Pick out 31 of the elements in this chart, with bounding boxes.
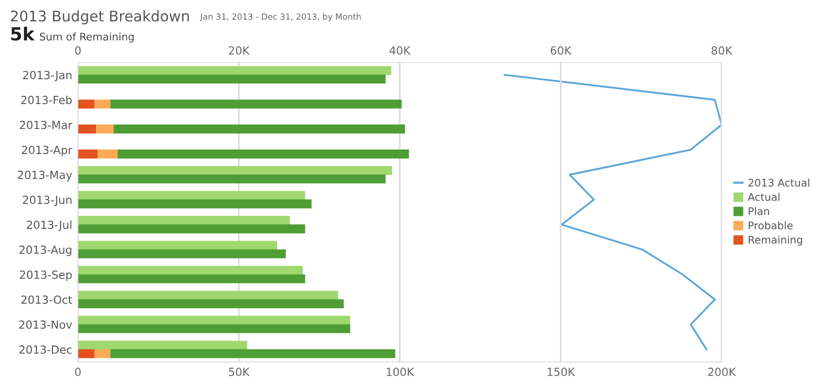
legend-label: Actual [748,192,780,201]
legend-label: Probable [748,221,793,230]
y-tick-label: 2013-Dec [19,345,72,354]
text: 5k [11,26,35,41]
legend-label: 2013 Actual [748,178,810,187]
y-tick-label: 2013-Jun [22,196,72,206]
x2-tick-label: 40K [390,46,411,55]
y-tick-label: 2013-Aug [19,246,72,256]
y-tick-label: 2013-Oct [21,295,72,304]
x2-tick-label: 0 [75,46,81,55]
legend-label: Plan [748,207,770,216]
y-tick-label: 2013-Jan [23,70,72,82]
chart-subtitle: Jan 31, 2013 - Dec 31, 2013, by Month [200,13,361,22]
x2-tick-label: 80K [712,46,733,55]
x-tick-label: 100K [386,368,414,376]
text: Sum of Remaining [40,32,134,43]
y-tick-label: 2013-Sep [20,270,72,282]
x-tick-label: 0 [75,368,81,376]
y-tick-label: 2013-Jul [26,220,72,232]
x2-tick-label: 20K [228,46,250,55]
y-tick-label: 2013-Feb [21,96,72,104]
chart-title: 2013 Budget Breakdown [10,10,189,24]
x2-tick-label: 60K [550,46,572,55]
legend-label: Remaining [748,236,802,246]
x-tick-label: 200K [708,368,736,376]
y-tick-label: 2013-Mar [20,120,72,130]
y-tick-label: 2013-May [18,170,72,182]
x-tick-label: 150K [548,368,576,376]
x-tick-label: 50K [228,368,250,376]
y-tick-label: 2013-Apr [22,146,72,156]
y-tick-label: 2013-Nov [19,320,72,329]
